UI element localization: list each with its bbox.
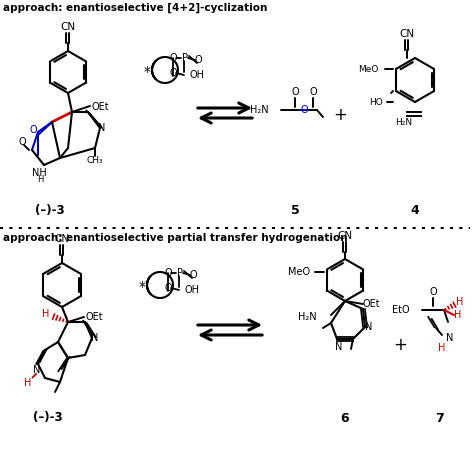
Text: (–)-3: (–)-3: [35, 203, 65, 217]
Text: CN: CN: [400, 29, 415, 39]
Text: O: O: [169, 53, 177, 63]
Text: O: O: [194, 55, 202, 65]
Text: N: N: [365, 322, 373, 332]
Text: H: H: [42, 309, 50, 319]
Text: O: O: [291, 87, 299, 97]
Text: OH: OH: [185, 285, 200, 295]
Text: OEt: OEt: [362, 299, 380, 309]
Text: CN: CN: [61, 22, 75, 32]
Text: CH₃: CH₃: [87, 155, 103, 164]
Text: OH: OH: [190, 70, 205, 80]
Text: H: H: [454, 310, 462, 320]
Text: +: +: [393, 336, 407, 354]
Text: CN: CN: [55, 234, 70, 244]
Text: O: O: [169, 68, 177, 78]
Text: 6: 6: [341, 411, 349, 425]
Text: H₂N: H₂N: [395, 118, 412, 127]
Text: H: H: [37, 174, 43, 183]
Text: CN: CN: [337, 231, 353, 241]
Text: OEt: OEt: [85, 312, 103, 322]
Text: P: P: [177, 268, 183, 278]
Text: H₂N: H₂N: [250, 105, 269, 115]
Text: 5: 5: [291, 203, 300, 217]
Text: P: P: [182, 53, 188, 63]
Text: O: O: [164, 268, 172, 278]
Text: HO: HO: [369, 98, 383, 107]
Text: approach: enantioselective partial transfer hydrogenation: approach: enantioselective partial trans…: [3, 233, 347, 243]
Text: O: O: [429, 287, 437, 297]
Text: +: +: [333, 106, 347, 124]
Text: H: H: [456, 297, 464, 307]
Text: *: *: [144, 65, 151, 79]
Text: MeO: MeO: [359, 64, 379, 73]
Text: O: O: [300, 105, 308, 115]
Text: H: H: [438, 343, 446, 353]
Text: O: O: [29, 125, 37, 135]
Text: H₂N: H₂N: [298, 312, 317, 322]
Text: EtO: EtO: [392, 305, 410, 315]
Text: OEt: OEt: [91, 102, 109, 112]
Text: N: N: [33, 365, 41, 375]
Text: O: O: [164, 283, 172, 293]
Text: N: N: [91, 333, 99, 343]
Text: (–)-3: (–)-3: [33, 411, 63, 425]
Text: O: O: [309, 87, 317, 97]
Text: H: H: [24, 378, 32, 388]
Text: MeO: MeO: [288, 267, 310, 277]
Text: O: O: [18, 137, 26, 147]
Text: 4: 4: [410, 203, 419, 217]
Text: 7: 7: [436, 411, 444, 425]
Text: *: *: [138, 280, 146, 294]
Text: NH: NH: [32, 168, 46, 178]
Text: N: N: [98, 123, 106, 133]
Text: O: O: [189, 270, 197, 280]
Text: approach: enantioselective [4+2]-cyclization: approach: enantioselective [4+2]-cycliza…: [3, 3, 267, 13]
Text: N: N: [447, 333, 454, 343]
Text: N: N: [335, 342, 343, 352]
